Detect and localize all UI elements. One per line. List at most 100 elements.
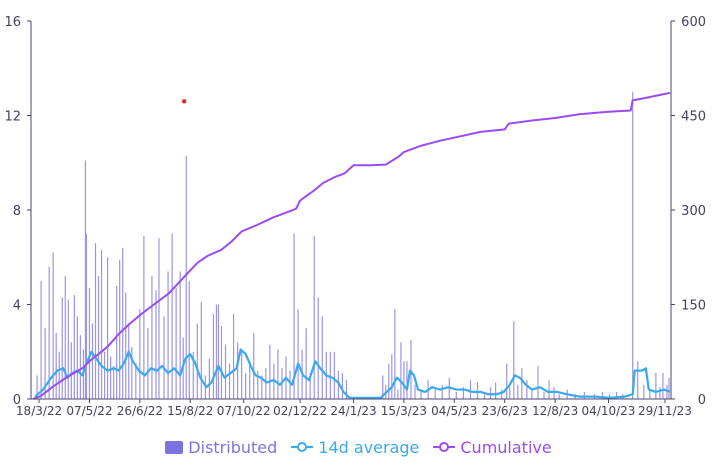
distributed-bar xyxy=(88,287,91,399)
distributed-bar xyxy=(257,370,259,399)
distributed-bar xyxy=(476,382,479,399)
distributed-bar xyxy=(58,351,60,399)
distributed-bar xyxy=(615,391,618,399)
x-tick-label: 07/10/22 xyxy=(217,404,271,418)
distributed-bar xyxy=(321,316,323,399)
x-tick-label: 07/5/22 xyxy=(66,404,112,418)
distributed-bar xyxy=(188,280,190,400)
distributed-bar xyxy=(537,365,539,399)
distributed-bar xyxy=(73,295,75,399)
distributed-bar xyxy=(208,358,210,399)
x-tick-label: 29/11/23 xyxy=(638,404,692,418)
distributed-bar xyxy=(175,287,177,399)
distributed-bar xyxy=(135,363,137,399)
distributed-bar xyxy=(643,384,645,399)
x-tick-label: 04/10/23 xyxy=(582,404,636,418)
distributed-bar xyxy=(55,332,57,399)
distributed-bar xyxy=(64,276,66,399)
distributed-bar xyxy=(341,373,344,399)
distributed-bar xyxy=(91,323,94,399)
distributed-bars xyxy=(36,91,670,400)
distributed-bar xyxy=(196,323,198,399)
distributed-bar xyxy=(659,387,661,399)
distributed-bar xyxy=(61,297,63,399)
distributed-bar xyxy=(345,380,348,399)
distributed-bar xyxy=(79,335,81,399)
distributed-bar xyxy=(269,344,271,399)
distributed-bar xyxy=(228,363,231,399)
distributed-bar xyxy=(391,354,393,399)
distributed-bar xyxy=(277,349,279,399)
x-tick-label: 18/3/22 xyxy=(16,404,62,418)
distributed-bar xyxy=(333,351,335,399)
distributed-bar xyxy=(185,155,187,399)
distributed-bar xyxy=(40,280,42,400)
distributed-bar xyxy=(70,342,72,399)
distributed-bar xyxy=(406,361,408,399)
distributed-bar xyxy=(147,328,149,400)
legend: Distributed 14d average Cumulative xyxy=(0,434,717,460)
cumulative-line xyxy=(32,91,671,400)
distributed-bar xyxy=(253,332,255,399)
distributed-bar xyxy=(179,271,181,399)
left-tick-label: 4 xyxy=(13,299,21,314)
distributed-bar xyxy=(143,235,145,399)
distributed-bar xyxy=(410,339,412,399)
distributed-bar xyxy=(517,384,519,399)
distributed-bar xyxy=(237,342,239,399)
distributed-bar xyxy=(212,313,215,399)
x-tick-label: 04/5/23 xyxy=(431,404,477,418)
distributed-bar xyxy=(483,391,486,399)
distributed-bar xyxy=(297,309,299,399)
distributed-bar xyxy=(632,91,634,400)
distributed-bar xyxy=(434,389,436,399)
distributed-bar xyxy=(313,235,315,399)
distributed-bar xyxy=(649,389,651,399)
distributed-bar xyxy=(113,365,115,399)
distributed-bar xyxy=(469,380,472,399)
distributed-bar xyxy=(305,328,307,400)
distributed-bar xyxy=(637,361,639,399)
legend-item-cumulative[interactable]: Cumulative xyxy=(433,438,552,457)
distributed-bar xyxy=(309,373,311,399)
distributed-bar xyxy=(125,292,127,399)
distributed-bar xyxy=(548,380,550,399)
distributed-bar xyxy=(543,391,545,399)
x-tick-label: 24/1/23 xyxy=(330,404,376,418)
distributed-bar xyxy=(245,373,247,399)
distributed-bar xyxy=(601,391,604,399)
distributed-bar xyxy=(317,297,319,399)
distributed-bar xyxy=(403,361,405,399)
left-tick-label: 16 xyxy=(4,15,21,30)
distributed-bar xyxy=(261,375,263,400)
right-tick-label: 600 xyxy=(681,15,706,30)
x-tick-label: 15/3/23 xyxy=(381,404,427,418)
legend-label-distributed: Distributed xyxy=(188,437,278,457)
distributed-bar xyxy=(441,384,443,399)
distributed-bar xyxy=(655,373,657,399)
distributed-bar xyxy=(394,309,396,399)
distributed-bar xyxy=(110,356,112,399)
distributed-bar xyxy=(131,347,133,399)
distributed-bar xyxy=(220,325,223,399)
distributed-bar xyxy=(662,373,664,399)
distributed-bar xyxy=(36,375,38,400)
legend-item-distributed[interactable]: Distributed xyxy=(165,438,277,457)
distributed-bar xyxy=(462,387,464,399)
distributed-bar xyxy=(531,389,533,399)
right-tick-label: 300 xyxy=(681,204,706,219)
distributed-bar xyxy=(232,313,235,399)
distributed-bar xyxy=(397,389,399,399)
x-tick-label: 02/12/22 xyxy=(273,404,327,418)
distributed-bar xyxy=(116,285,118,399)
distributed-bar xyxy=(84,160,87,399)
legend-item-14d-average[interactable]: 14d average xyxy=(291,438,419,457)
distributed-bar xyxy=(420,389,422,399)
distributed-bar xyxy=(241,351,243,399)
distributed-bar xyxy=(224,344,227,399)
left-tick-label: 12 xyxy=(4,110,21,125)
distributed-bar xyxy=(329,351,331,399)
distributed-bar xyxy=(388,363,390,399)
distributed-bar xyxy=(526,380,528,399)
distributed-bar xyxy=(44,328,46,400)
